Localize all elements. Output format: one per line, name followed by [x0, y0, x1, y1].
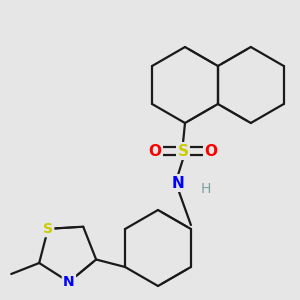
Text: O: O: [148, 143, 161, 158]
Text: S: S: [43, 222, 53, 236]
Text: O: O: [205, 143, 218, 158]
Text: N: N: [63, 275, 75, 289]
Text: S: S: [178, 143, 188, 158]
Text: N: N: [172, 176, 184, 190]
Text: H: H: [201, 182, 211, 196]
